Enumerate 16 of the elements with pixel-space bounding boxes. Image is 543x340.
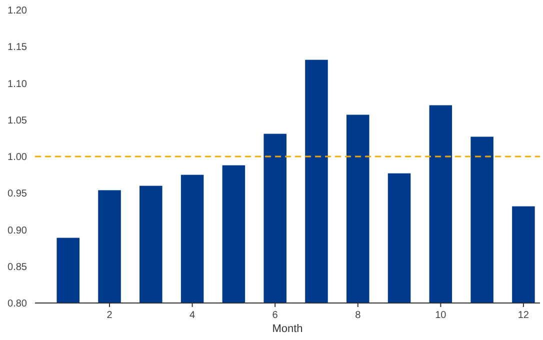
- y-tick-label: 0.90: [8, 225, 28, 236]
- x-axis-title: Month: [272, 323, 303, 335]
- y-tick-label: 0.80: [8, 298, 28, 310]
- x-tick-label: 6: [272, 310, 278, 321]
- y-tick-label: 1.05: [8, 115, 28, 126]
- x-tick-label: 12: [518, 310, 530, 321]
- y-tick-label: 1.00: [8, 152, 28, 163]
- x-tick-label: 2: [106, 310, 113, 321]
- y-tick-label: 1.15: [8, 42, 28, 54]
- x-tick-label: 10: [435, 310, 447, 321]
- y-tick-label: 0.95: [8, 188, 28, 200]
- y-tick-label: 0.85: [8, 262, 28, 273]
- y-tick-label: 1.20: [8, 6, 28, 16]
- y-tick-label: 1.10: [8, 78, 28, 90]
- x-tick-label: 4: [190, 310, 196, 321]
- x-tick-label: 8: [355, 310, 362, 321]
